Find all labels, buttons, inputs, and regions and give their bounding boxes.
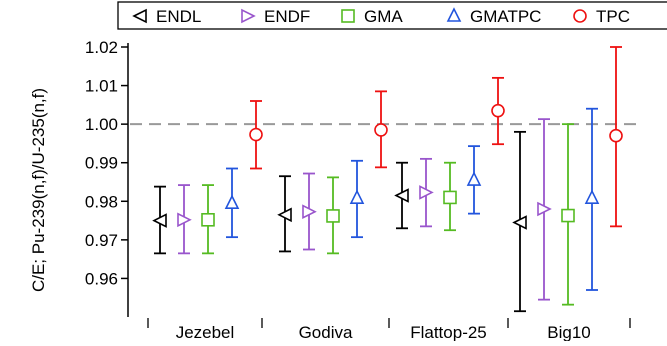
data-marker (491, 103, 505, 118)
data-marker (326, 209, 340, 223)
category-label: Godiva (299, 323, 353, 341)
data-point (609, 46, 623, 228)
category-label: Flattop-25 (410, 323, 487, 341)
x-axis: Jezebel Godiva Flattop-25 Big10 (147, 318, 631, 342)
legend-label: ENDF (264, 7, 310, 26)
data-point (249, 100, 263, 170)
data-marker (249, 127, 263, 142)
y-tick-label: 0.99 (85, 154, 118, 173)
data-point (537, 118, 552, 301)
data-point (224, 167, 240, 239)
data-point (277, 175, 292, 253)
data-point (152, 185, 167, 255)
data-marker (201, 213, 215, 227)
y-tick-label: 0.97 (85, 231, 118, 250)
data-marker (374, 123, 388, 137)
data-marker (466, 171, 482, 186)
data-marker (512, 215, 527, 230)
legend-marker (341, 9, 355, 23)
y-tick-label: 1.00 (85, 115, 118, 134)
data-marker (224, 194, 240, 210)
legend-marker (241, 8, 256, 24)
legend-label: ENDL (156, 7, 201, 26)
data-marker (443, 190, 457, 205)
data-marker (394, 188, 409, 203)
data-point (349, 159, 365, 239)
data-marker (302, 204, 317, 219)
data-point (561, 123, 575, 306)
data-marker (537, 201, 552, 217)
legend-label: TPC (596, 7, 630, 26)
data-point (374, 90, 388, 169)
legend-marker (446, 7, 462, 22)
data-point (302, 172, 317, 251)
data-marker (419, 185, 434, 200)
y-axis: 0.96 0.97 0.98 0.99 1.00 1.01 1.02 (85, 38, 129, 317)
data-point (584, 107, 600, 291)
data-point (201, 184, 215, 255)
y-tick-label: 1.01 (85, 77, 118, 96)
y-tick-label: 0.98 (85, 192, 118, 211)
y-tick-label: 1.02 (85, 38, 118, 57)
data-marker (177, 212, 192, 228)
data-marker (609, 128, 623, 143)
legend-marker (573, 9, 587, 23)
legend-marker (132, 8, 147, 24)
legend-label: GMA (364, 7, 403, 26)
data-point (177, 184, 192, 255)
data-marker (152, 213, 167, 228)
data-point (419, 157, 434, 228)
plot-area (130, 46, 640, 313)
data-point (491, 76, 505, 146)
data-marker (277, 207, 292, 223)
data-marker (349, 189, 365, 204)
y-axis-label: C/E; Pu-239(n,f)/U-235(n,f) (29, 88, 48, 292)
data-point (394, 161, 409, 230)
data-point (512, 130, 527, 313)
legend-label: GMATPC (470, 7, 541, 26)
data-marker (561, 208, 575, 223)
data-point (443, 161, 457, 232)
category-label: Jezebel (176, 323, 235, 341)
data-marker (584, 189, 600, 204)
data-point (326, 176, 340, 255)
data-point (466, 145, 482, 215)
y-tick-label: 0.96 (85, 269, 118, 288)
category-label: Big10 (547, 323, 590, 341)
legend: ENDL ENDF GMA GMATPC TPC (117, 1, 667, 30)
